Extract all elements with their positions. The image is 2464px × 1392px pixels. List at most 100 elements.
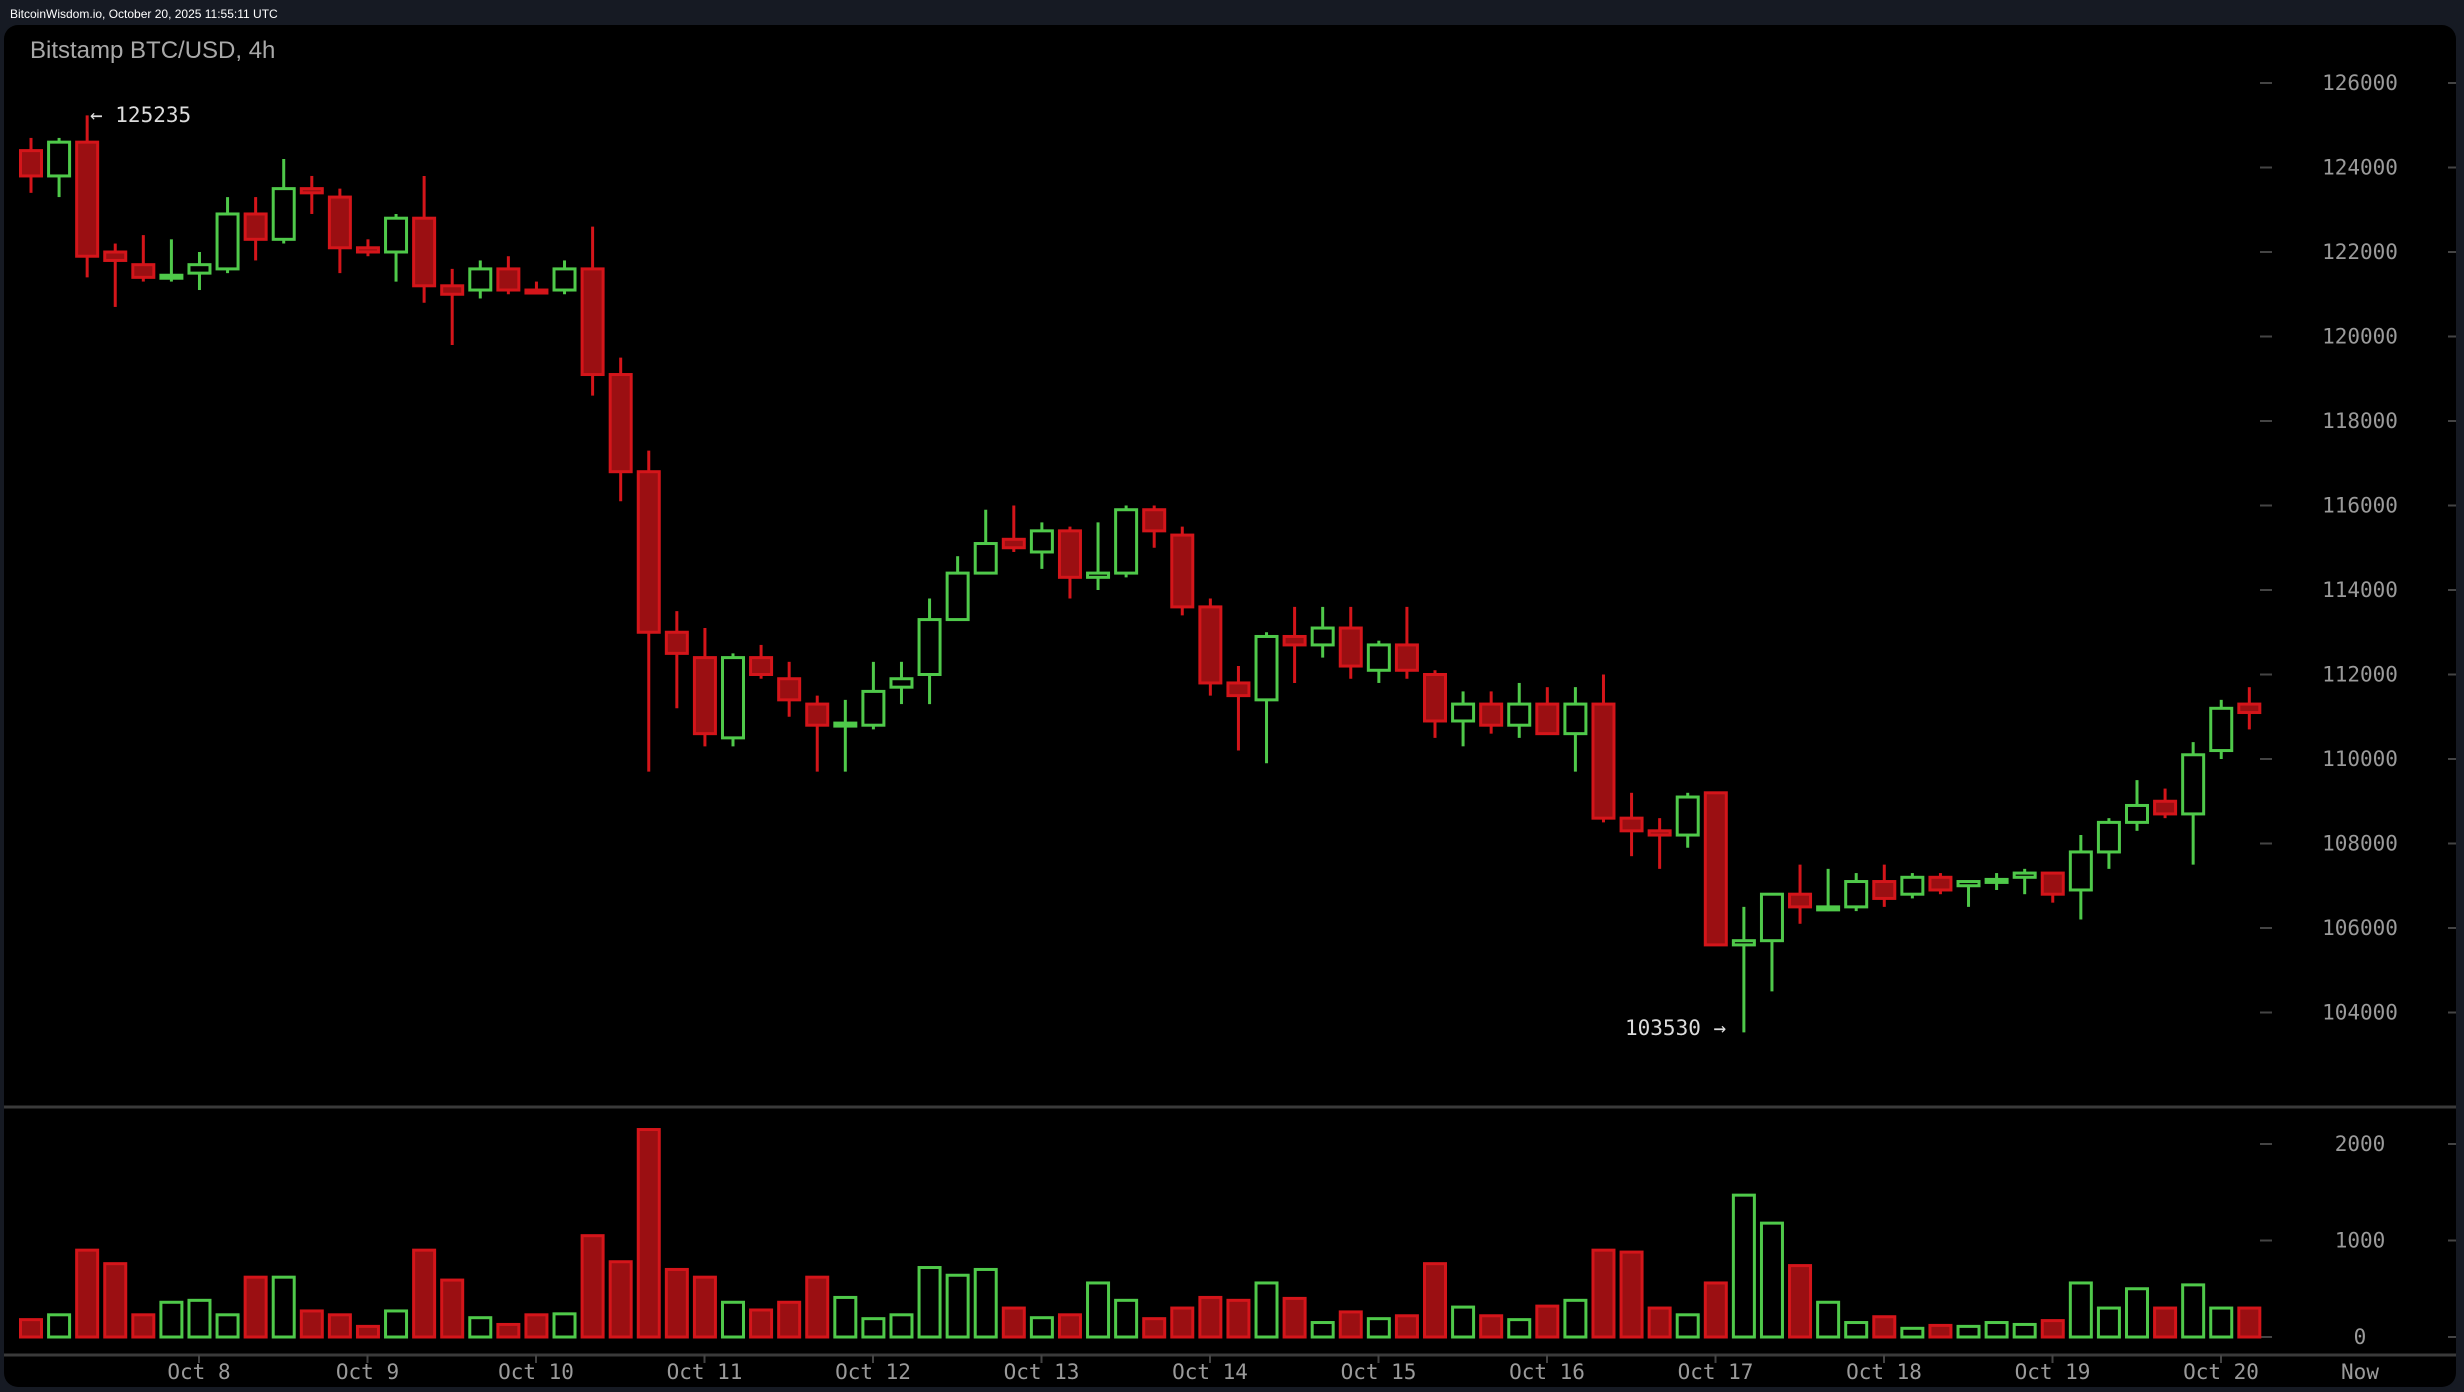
- volume-bar-up: [973, 1267, 998, 1339]
- candle-body: [2068, 850, 2093, 892]
- candle-down: [1338, 606, 1363, 679]
- candle-body: [777, 677, 802, 702]
- volume-bar-up: [1563, 1298, 1588, 1339]
- candle-body: [1816, 905, 1841, 912]
- candle-down: [1928, 873, 1953, 895]
- candle-body: [889, 677, 914, 689]
- volume-bar-up: [1816, 1300, 1841, 1339]
- candle-body: [749, 656, 774, 676]
- candle-down: [1001, 505, 1026, 552]
- volume-bar-down: [2040, 1319, 2065, 1339]
- volume-bar-down: [636, 1128, 661, 1339]
- candle-down: [1142, 505, 1167, 548]
- candle-up: [1731, 906, 1756, 1033]
- volume-bar-up: [1114, 1298, 1139, 1339]
- date-label: Oct 19: [2015, 1360, 2091, 1384]
- candle-down: [19, 137, 43, 193]
- date-label: Oct 11: [667, 1360, 743, 1384]
- candle-body: [1001, 537, 1026, 550]
- candle-up: [1366, 640, 1391, 683]
- candle-body: [1563, 702, 1588, 736]
- volume-bar-up: [468, 1316, 493, 1339]
- candle-body: [721, 656, 745, 740]
- candle-up: [2012, 868, 2037, 895]
- volume-bar-up: [187, 1298, 212, 1339]
- volume-bar-down: [440, 1278, 465, 1339]
- candle-down: [2040, 871, 2065, 903]
- candle-body: [1479, 702, 1504, 727]
- candle-body: [103, 250, 128, 262]
- volume-bar-up: [215, 1313, 240, 1339]
- candle-up: [1563, 687, 1588, 772]
- candle-body: [1114, 508, 1139, 575]
- candle-up: [215, 197, 240, 274]
- volume-bar-up: [721, 1300, 745, 1339]
- candle-down: [2153, 788, 2178, 819]
- volume-bar-down: [1591, 1248, 1616, 1339]
- price-axis-label: 108000: [2322, 832, 2398, 856]
- candle-up: [1310, 606, 1335, 658]
- candle-up: [187, 252, 212, 291]
- candle-down: [131, 235, 156, 282]
- volume-bar-down: [1928, 1323, 1953, 1339]
- candle-down: [524, 281, 549, 295]
- candle-up: [889, 661, 914, 705]
- candle-body: [2125, 803, 2149, 824]
- candle-down: [749, 644, 774, 679]
- date-label: Oct 15: [1341, 1360, 1417, 1384]
- volume-bar-down: [1703, 1281, 1728, 1339]
- price-axis-label: 114000: [2322, 578, 2398, 602]
- candle-up: [552, 260, 577, 295]
- volume-bar-down: [580, 1234, 605, 1339]
- candle-body: [2153, 799, 2178, 816]
- candle-body: [159, 273, 184, 280]
- volume-bar-down: [2153, 1306, 2178, 1339]
- candle-body: [1423, 673, 1447, 723]
- candle-body: [2181, 753, 2206, 816]
- price-axis-label: 124000: [2322, 156, 2398, 180]
- candle-up: [1759, 892, 1784, 992]
- chart-title: Bitstamp BTC/USD, 4h: [30, 37, 276, 64]
- candle-body: [861, 689, 886, 727]
- candle-down: [75, 115, 100, 278]
- candle-up: [468, 260, 493, 299]
- candle-up: [945, 556, 970, 622]
- candle-body: [1057, 529, 1082, 579]
- candle-down: [692, 628, 717, 747]
- volume-bars: [19, 1128, 2262, 1339]
- volume-bar-down: [75, 1248, 100, 1339]
- volume-bar-up: [861, 1317, 886, 1339]
- candle-body: [1086, 571, 1111, 579]
- candlestick-chart[interactable]: 126000 124000 122000 120000 118000 116000 1140…: [4, 25, 2456, 1387]
- volume-bar-down: [1001, 1306, 1026, 1339]
- candle-up: [833, 699, 858, 772]
- candle-body: [215, 212, 240, 271]
- candle-body: [1282, 634, 1307, 647]
- candle-body: [75, 140, 100, 258]
- candle-up: [1956, 880, 1981, 907]
- candle-body: [2096, 820, 2121, 854]
- volume-bar-up: [1900, 1326, 1925, 1339]
- candle-body: [552, 267, 577, 292]
- volume-bar-down: [777, 1300, 802, 1339]
- candle-body: [524, 288, 549, 295]
- candle-up: [1254, 632, 1279, 764]
- price-axis-label: 110000: [2322, 747, 2398, 771]
- candle-body: [917, 618, 942, 677]
- candle-body: [1788, 892, 1813, 909]
- volume-bar-up: [2125, 1287, 2149, 1339]
- candle-body: [1507, 702, 1532, 727]
- candle-body: [1029, 529, 1054, 554]
- price-candles: [19, 115, 2262, 1033]
- price-axis-label: 104000: [2322, 1001, 2398, 1025]
- candle-down: [777, 661, 802, 717]
- candle-down: [1872, 864, 1897, 907]
- volume-bar-up: [1254, 1281, 1279, 1339]
- candle-body: [2040, 871, 2065, 896]
- candle-up: [1451, 691, 1476, 747]
- candle-down: [636, 450, 661, 772]
- price-axis-label: 116000: [2322, 494, 2398, 518]
- price-axis-label: 112000: [2322, 663, 2398, 687]
- candle-down: [1479, 691, 1504, 734]
- candle-up: [1984, 873, 2009, 890]
